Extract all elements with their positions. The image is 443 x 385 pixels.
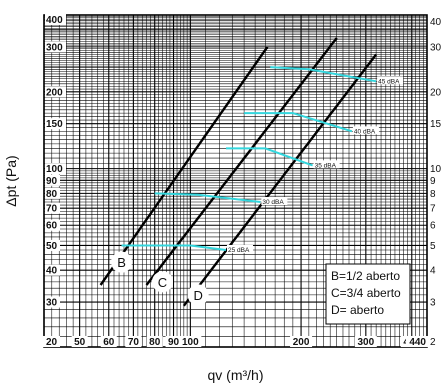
sound-label-bg <box>226 244 253 253</box>
series-line-C <box>145 37 338 286</box>
curve-label-circle <box>187 284 209 306</box>
x-axis-label: qv (m³/h) <box>208 367 264 383</box>
x-tick-bg <box>165 336 182 347</box>
x-tick-bg <box>290 336 313 347</box>
y-tick-bg <box>45 264 60 276</box>
y-tick-bg <box>45 163 66 175</box>
right-tick-labels: 2 3 4 5 6 7 8 910 15 20 30 40 <box>430 17 442 348</box>
x-tick-bg <box>354 336 377 347</box>
legend: B=1/2 aberto C=3/4 aberto D= aberto <box>325 263 411 325</box>
y-tick-label: 400 <box>46 15 63 26</box>
legend-entry: B=1/2 aberto <box>331 269 400 283</box>
y-tick-label: 40 <box>46 266 58 277</box>
right-tick-label: 5 <box>430 241 436 252</box>
x-tick-bg <box>406 336 428 347</box>
y-tick-label: 200 <box>46 87 63 98</box>
legend-box <box>325 263 411 325</box>
y-tick-label: 50 <box>46 241 58 252</box>
x-tick-label: 200 <box>293 337 310 348</box>
sound-label-bg <box>261 197 288 206</box>
right-tick-label: 6 <box>430 221 436 232</box>
sound-label-bg <box>313 160 340 169</box>
y-tick-label: 80 <box>46 189 58 200</box>
x-tick-label: 90 <box>168 337 180 348</box>
curve-label-circle <box>111 251 133 273</box>
curve-labels: B C D <box>111 251 209 306</box>
curve-label-D: D <box>193 288 202 303</box>
series-line-D <box>182 53 378 307</box>
sound-label: 35 dBA <box>315 162 337 169</box>
y-tick-label: 30 <box>46 298 58 309</box>
x-tick-label: 440 <box>409 337 426 348</box>
x-tick-label: 300 <box>357 337 374 348</box>
y-axis-label: Δpt (Pa) <box>3 155 19 206</box>
y-tick-label: 300 <box>46 42 63 53</box>
sound-line <box>270 66 377 83</box>
right-tick-label: 30 <box>430 42 442 53</box>
y-tick-bg <box>45 239 60 251</box>
curve-label-C: C <box>158 275 167 290</box>
y-tick-bg <box>45 41 66 53</box>
right-tick-label: 20 <box>430 87 442 98</box>
y-tick-bg <box>45 202 60 214</box>
y-tick-bg <box>45 187 60 199</box>
legend-entry: C=3/4 aberto <box>331 286 401 300</box>
right-tick-label: 10 <box>430 164 442 175</box>
sound-line <box>121 244 227 251</box>
right-tick-label: 4 <box>430 266 436 277</box>
sound-label-bg <box>377 76 404 85</box>
x-tick-bg <box>100 336 117 347</box>
legend-entry: D= aberto <box>331 303 384 317</box>
y-tick-label: 20 <box>46 337 58 348</box>
sound-label: 45 dBA <box>378 78 400 85</box>
y-tick-bg <box>45 14 66 25</box>
y-tick-label: 60 <box>46 221 58 232</box>
grid <box>43 14 428 348</box>
y-tick-label: 100 <box>46 164 63 175</box>
y-tick-bg <box>45 174 60 186</box>
x-tick-label: 50 <box>74 337 86 348</box>
x-tick-label: 60 <box>103 337 115 348</box>
plot-frame <box>43 14 428 348</box>
sound-label: 25 dBA <box>228 247 250 254</box>
sound-label-bg <box>352 126 379 135</box>
y-tick-label: 90 <box>46 176 58 187</box>
sound-label: 40 dBA <box>354 128 376 135</box>
x-tick-bg <box>179 336 202 347</box>
y-tick-bg <box>45 336 60 347</box>
right-tick-label: 40 <box>430 17 442 28</box>
y-tick-label: 70 <box>46 204 58 215</box>
right-tick-label: 8 <box>430 189 436 200</box>
y-tick-bg <box>45 219 60 231</box>
x-tick-label: 70 <box>128 337 140 348</box>
sound-line <box>244 112 353 133</box>
sound-label: 30 dBA <box>262 199 284 206</box>
y-tick-bg <box>45 118 66 130</box>
right-tick-label: 2 <box>430 337 436 348</box>
x-tick-label: 80 <box>149 337 161 348</box>
right-tick-label: 9 <box>430 176 436 187</box>
x-tick-bg <box>146 336 163 347</box>
right-tick-label: 15 <box>430 119 442 130</box>
x-tick-bg <box>125 336 142 347</box>
right-tick-label: 7 <box>430 204 436 215</box>
right-tick-label: 3 <box>430 298 436 309</box>
sound-line <box>154 192 261 203</box>
curve-label-B: B <box>117 255 126 270</box>
x-tick-label: 100 <box>182 337 199 348</box>
curve-label-circle <box>152 271 174 293</box>
y-tick-bg <box>45 296 60 308</box>
y-tick-label: 150 <box>46 119 63 130</box>
y-tick-bg <box>45 86 66 98</box>
x-tick-bg <box>71 336 88 347</box>
sound-line <box>226 147 313 167</box>
sound-level-group: 25 dBA 30 dBA 35 dBA 40 dBA 45 dBA <box>121 66 404 254</box>
